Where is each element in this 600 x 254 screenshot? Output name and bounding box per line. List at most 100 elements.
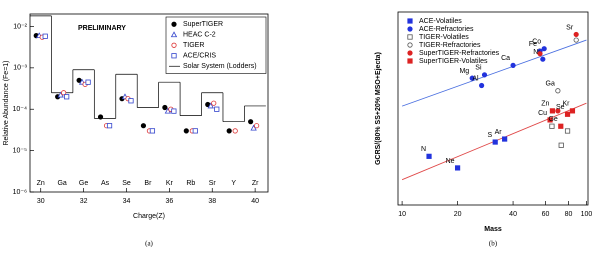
marker xyxy=(192,128,198,134)
marker xyxy=(407,58,413,64)
marker xyxy=(555,88,561,94)
point-label: Si xyxy=(475,65,482,72)
marker xyxy=(226,128,232,134)
x-tick-label: 60 xyxy=(542,211,550,218)
annotation: PRELIMINARY xyxy=(78,25,126,32)
point-label: N xyxy=(421,146,426,153)
x-tick-label: 34 xyxy=(123,198,131,205)
legend-label: Solar System (Lodders) xyxy=(183,63,257,70)
marker xyxy=(549,108,556,114)
legend-label: HEAC C-2 xyxy=(183,32,216,39)
marker xyxy=(573,31,579,38)
marker xyxy=(85,79,91,85)
marker xyxy=(541,46,547,52)
caption: (a) xyxy=(145,240,153,248)
marker xyxy=(254,123,260,129)
marker xyxy=(558,142,564,148)
marker xyxy=(564,128,571,134)
point-label: Mg xyxy=(459,68,469,75)
element-label: As xyxy=(101,180,110,187)
point-label: Ca xyxy=(501,55,510,62)
element-label: Zn xyxy=(37,180,45,187)
marker xyxy=(183,128,189,134)
marker xyxy=(106,123,113,129)
element-label: Zr xyxy=(252,180,259,187)
x-axis-label: Mass xyxy=(484,226,502,233)
marker xyxy=(426,153,432,159)
marker xyxy=(128,98,134,104)
x-tick-label: 40 xyxy=(251,198,259,205)
y-tick-label: 10⁻³ xyxy=(13,65,27,72)
point-label: Kr xyxy=(562,101,570,108)
legend-box xyxy=(165,16,267,74)
marker xyxy=(97,114,104,120)
point-label: Sr xyxy=(566,24,574,31)
point-label: Al xyxy=(472,75,479,82)
marker xyxy=(454,165,461,171)
marker xyxy=(171,108,177,114)
legend-label: ACE-Volatiles xyxy=(419,18,462,25)
element-label: Ge xyxy=(79,180,88,187)
element-label: Se xyxy=(122,180,131,187)
marker xyxy=(569,108,576,114)
marker xyxy=(537,51,543,57)
y-axis-label: Relative Abundance (Fe=1) xyxy=(3,60,10,145)
marker xyxy=(564,111,571,117)
point-label: Zn xyxy=(541,101,549,108)
plot-frame xyxy=(397,11,589,206)
marker xyxy=(140,123,147,129)
marker xyxy=(540,56,546,62)
marker xyxy=(502,136,508,142)
plot-frame xyxy=(29,13,269,193)
point-label: Co xyxy=(532,39,541,46)
x-tick-label: 32 xyxy=(80,198,88,205)
marker xyxy=(171,21,177,27)
point-label: Ga xyxy=(546,81,555,88)
marker xyxy=(250,124,257,131)
element-label: Rb xyxy=(186,180,195,187)
marker xyxy=(61,90,67,96)
point-label: Se xyxy=(556,104,565,111)
point-label: Fe xyxy=(529,41,537,48)
marker xyxy=(232,128,238,134)
element-label: Br xyxy=(144,180,152,187)
element-label: Sr xyxy=(209,180,217,187)
marker xyxy=(248,119,254,125)
marker xyxy=(547,117,553,123)
fit-line xyxy=(401,39,587,107)
marker xyxy=(214,106,220,112)
marker xyxy=(558,123,564,129)
element-label: Ga xyxy=(57,180,66,187)
marker xyxy=(573,37,579,43)
marker xyxy=(407,42,413,48)
marker xyxy=(549,123,555,129)
marker xyxy=(407,50,413,56)
point-label: S xyxy=(488,132,493,139)
marker xyxy=(479,82,485,89)
legend-label: TIGER-Volatiles xyxy=(419,34,469,41)
x-tick-label: 100 xyxy=(581,211,593,218)
x-tick-label: 10 xyxy=(398,211,406,218)
marker xyxy=(162,104,168,111)
legend-label: ACE-Refractories xyxy=(419,26,474,33)
x-axis-label: Charge(Z) xyxy=(133,213,165,220)
legend-label: SuperTIGER xyxy=(183,21,223,28)
y-tick-label: 10⁻² xyxy=(13,23,27,30)
x-tick-label: 38 xyxy=(208,198,216,205)
legend-label: ACE/CRIS xyxy=(183,53,216,60)
x-tick-label: 36 xyxy=(165,198,173,205)
marker xyxy=(555,108,561,114)
x-tick-label: 80 xyxy=(565,211,573,218)
marker xyxy=(149,128,156,134)
legend-label: SuperTIGER-Refractories xyxy=(419,50,500,57)
element-label: Kr xyxy=(166,180,174,187)
caption: (b) xyxy=(489,240,498,248)
y-tick-label: 10⁻⁶ xyxy=(13,189,27,196)
marker xyxy=(492,139,498,145)
marker xyxy=(64,94,70,100)
marker xyxy=(42,33,48,39)
marker xyxy=(407,34,413,40)
y-axis-label: GCRS/(80% SS+20% MSO+Ejecta) xyxy=(375,52,382,165)
y-tick-label: 10⁻⁵ xyxy=(13,147,27,154)
